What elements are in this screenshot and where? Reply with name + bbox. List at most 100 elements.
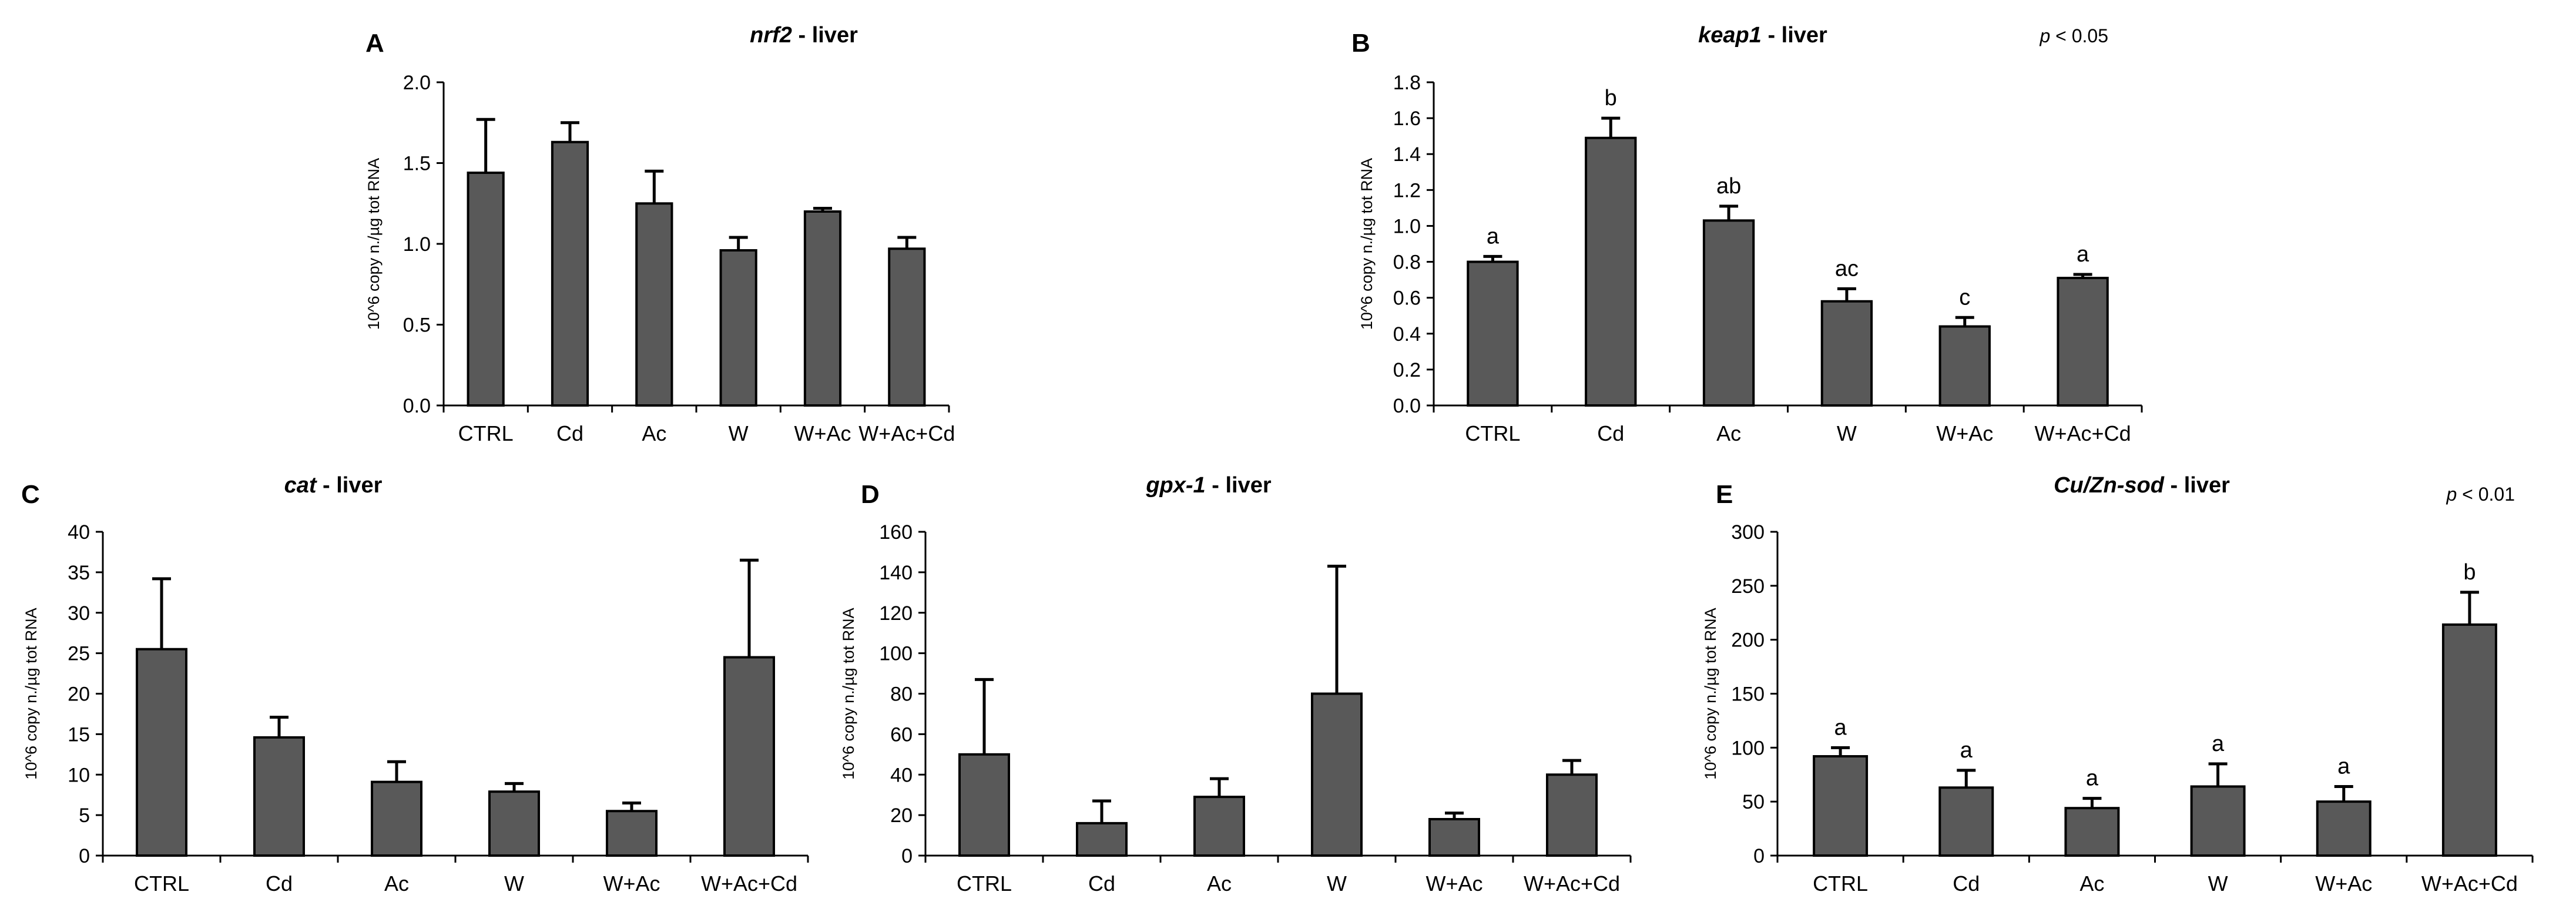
- x-tick-label: W+Ac: [2315, 871, 2372, 896]
- bar-w-ac-cd: [1546, 773, 1598, 857]
- y-tick-label: 300: [1731, 521, 1765, 544]
- significance-letter: c: [1959, 285, 1970, 310]
- chart-title-gene: keap1: [1698, 23, 1762, 48]
- y-tick-label: 0: [79, 845, 90, 867]
- y-tick-label: 0.0: [403, 395, 431, 417]
- y-tick-label: 0: [1753, 845, 1765, 867]
- significance-letter: ab: [1716, 174, 1741, 199]
- bar-ctrl: [1813, 755, 1869, 857]
- y-tick-label: 30: [68, 602, 90, 625]
- panel-letter: A: [365, 29, 384, 58]
- chart-title: keap1 - liver: [1698, 23, 1827, 48]
- bar-cd: [1585, 136, 1637, 407]
- y-tick-label: 150: [1731, 683, 1765, 706]
- y-tick-label: 100: [1731, 737, 1765, 759]
- x-tick-label: W+Ac+Cd: [2035, 421, 2131, 445]
- x-tick-label: W: [504, 871, 524, 896]
- chart-title-gene: gpx-1: [1145, 473, 1205, 498]
- y-tick-label: 40: [890, 764, 913, 786]
- bar-w: [2190, 785, 2246, 857]
- x-tick-label: CTRL: [1465, 421, 1520, 445]
- x-tick-label: CTRL: [134, 871, 189, 896]
- y-tick-label: 160: [879, 521, 913, 544]
- chart-title-gene: Cu/Zn-sod: [2054, 473, 2165, 498]
- x-tick-label: W: [1327, 871, 1347, 896]
- y-axis-label: 10^6 copy n./µg tot RNA: [1358, 158, 1376, 330]
- p-value-threshold: < 0.01: [2457, 484, 2515, 505]
- bar-cd: [1938, 786, 1994, 857]
- p-value-label: p < 0.01: [2446, 484, 2515, 505]
- x-tick-label: W+Ac: [1425, 871, 1482, 896]
- x-tick-label: Cd: [1597, 421, 1624, 445]
- bar-ctrl: [136, 648, 187, 857]
- bar-ac: [635, 202, 673, 407]
- bar-ac: [1193, 796, 1245, 857]
- chart-title: nrf2 - liver: [750, 23, 858, 48]
- bar-ctrl: [1467, 260, 1519, 407]
- panel-letter: C: [21, 480, 40, 509]
- x-tick-label: W+Ac+Cd: [701, 871, 797, 896]
- significance-letter: a: [2077, 242, 2089, 267]
- x-tick-label: W+Ac: [603, 871, 660, 896]
- x-tick-label: CTRL: [458, 421, 514, 445]
- y-tick-label: 40: [68, 521, 90, 544]
- y-tick-label: 250: [1731, 575, 1765, 598]
- chart-title: gpx-1 - liver: [1145, 473, 1272, 498]
- bar-w-ac: [803, 210, 842, 407]
- x-tick-label: W+Ac: [794, 421, 851, 445]
- y-tick-label: 20: [68, 683, 90, 706]
- y-tick-label: 0.5: [403, 314, 431, 337]
- y-tick-label: 140: [879, 562, 913, 584]
- y-tick-label: 35: [68, 562, 90, 584]
- significance-letter: a: [1834, 715, 1847, 740]
- significance-letter: a: [2212, 732, 2225, 756]
- bar-ctrl: [958, 753, 1010, 857]
- bar-w: [488, 790, 540, 857]
- x-tick-label: W: [729, 421, 749, 445]
- y-axis-label: 10^6 copy n./µg tot RNA: [22, 608, 40, 779]
- x-tick-label: CTRL: [1813, 871, 1868, 896]
- y-tick-label: 1.4: [1393, 143, 1421, 166]
- panel-letter: B: [1351, 29, 1370, 58]
- y-axis-label: 10^6 copy n./µg tot RNA: [840, 608, 857, 779]
- y-tick-label: 0.4: [1393, 323, 1421, 346]
- x-tick-label: Ac: [1207, 871, 1232, 896]
- bar-w-ac-cd: [2441, 623, 2497, 857]
- y-tick-label: 60: [890, 723, 913, 746]
- bar-cd: [551, 140, 589, 407]
- x-tick-label: W+Ac+Cd: [1524, 871, 1620, 896]
- y-tick-label: 0.6: [1393, 287, 1421, 310]
- bar-ac: [1702, 219, 1755, 407]
- p-value-symbol: p: [2446, 484, 2457, 505]
- y-tick-label: 1.0: [403, 233, 431, 256]
- y-tick-label: 50: [1742, 791, 1765, 813]
- y-tick-label: 1.2: [1393, 179, 1421, 202]
- significance-letter: a: [2337, 754, 2350, 779]
- bar-w: [1820, 300, 1873, 407]
- bar-w-ac: [1938, 325, 1991, 407]
- panel-letter: E: [1716, 480, 1733, 509]
- bar-w-ac-cd: [723, 656, 775, 857]
- y-tick-label: 200: [1731, 629, 1765, 652]
- chart-title-tissue: - liver: [316, 473, 382, 498]
- x-tick-label: Cd: [556, 421, 583, 445]
- chart-title: Cu/Zn-sod - liver: [2054, 473, 2230, 498]
- x-tick-label: W: [1837, 421, 1857, 445]
- y-tick-label: 0: [901, 845, 913, 867]
- bar-w-ac: [1428, 818, 1480, 857]
- y-tick-label: 5: [79, 804, 90, 827]
- y-tick-label: 0.2: [1393, 359, 1421, 381]
- y-axis-label: 10^6 copy n./µg tot RNA: [365, 158, 383, 330]
- x-tick-label: Cd: [266, 871, 293, 896]
- y-tick-label: 80: [890, 683, 913, 706]
- x-tick-label: W+Ac+Cd: [858, 421, 955, 445]
- y-tick-label: 10: [68, 764, 90, 786]
- y-tick-label: 0.8: [1393, 252, 1421, 274]
- x-tick-label: W: [2208, 871, 2228, 896]
- x-tick-label: W+Ac: [1936, 421, 1993, 445]
- significance-letter: b: [2463, 560, 2476, 585]
